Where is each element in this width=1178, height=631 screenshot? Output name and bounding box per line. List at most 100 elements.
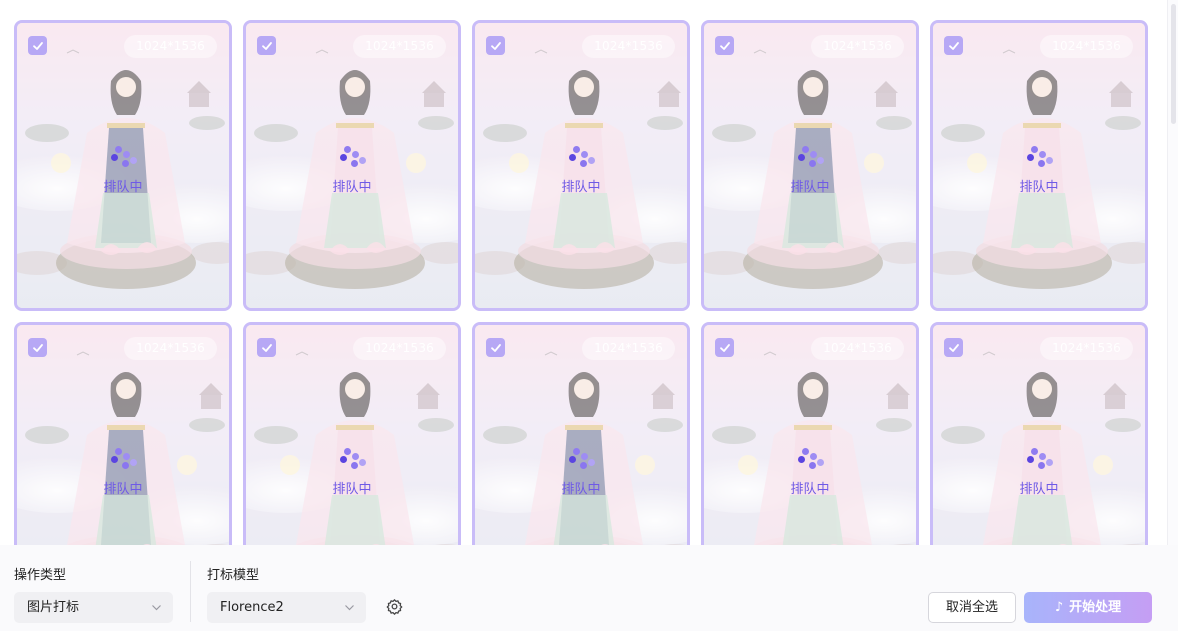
check-icon (490, 343, 501, 352)
loading-dots-icon (103, 144, 143, 174)
check-icon (948, 343, 959, 352)
image-size-badge: 1024*1536 (811, 35, 904, 58)
check-icon (32, 343, 43, 352)
card-overlay (246, 325, 458, 545)
check-icon (261, 343, 272, 352)
artwork-thumbnail (704, 23, 916, 308)
check-icon (32, 41, 43, 50)
gear-icon[interactable] (386, 598, 403, 615)
operation-type-select[interactable]: 图片打标 (14, 592, 173, 623)
artwork-thumbnail (17, 23, 229, 308)
image-card[interactable]: 1024*1536 排队中 (701, 322, 919, 545)
check-icon (948, 41, 959, 50)
image-card[interactable]: 1024*1536 排队中 (243, 322, 461, 545)
queue-status-label: 排队中 (1019, 180, 1059, 195)
image-card[interactable]: 1024*1536 排队中 (472, 322, 690, 545)
check-icon (261, 41, 272, 50)
queue-status-label: 排队中 (332, 180, 372, 195)
check-icon (719, 343, 730, 352)
queue-status: 排队中 (475, 144, 687, 195)
queue-status: 排队中 (246, 144, 458, 195)
select-checkbox[interactable] (944, 338, 963, 357)
select-checkbox[interactable] (257, 36, 276, 55)
artwork-thumbnail (246, 325, 458, 545)
select-checkbox[interactable] (944, 36, 963, 55)
select-checkbox[interactable] (486, 338, 505, 357)
queue-status-label: 排队中 (103, 180, 143, 195)
chevron-down-icon (345, 605, 354, 611)
card-overlay (704, 325, 916, 545)
artwork-thumbnail (704, 325, 916, 545)
loading-dots-icon (1019, 446, 1059, 476)
select-checkbox[interactable] (28, 338, 47, 357)
check-icon (719, 41, 730, 50)
image-size-badge: 1024*1536 (582, 337, 675, 360)
artwork-thumbnail (17, 325, 229, 545)
labeling-model-value: Florence2 (220, 600, 284, 615)
card-overlay (475, 325, 687, 545)
start-processing-button[interactable]: ♪ 开始处理 (1024, 592, 1152, 623)
artwork-thumbnail (933, 325, 1145, 545)
image-card[interactable]: 1024*1536 排队中 (930, 322, 1148, 545)
image-card[interactable]: 1024*1536 排队中 (472, 20, 690, 311)
select-checkbox[interactable] (715, 36, 734, 55)
queue-status: 排队中 (17, 144, 229, 195)
select-checkbox[interactable] (715, 338, 734, 357)
loading-dots-icon (561, 446, 601, 476)
loading-dots-icon (790, 446, 830, 476)
music-note-icon: ♪ (1054, 600, 1064, 615)
queue-status-label: 排队中 (790, 482, 830, 497)
image-size-badge: 1024*1536 (1040, 337, 1133, 360)
queue-status: 排队中 (933, 446, 1145, 497)
queue-status: 排队中 (475, 446, 687, 497)
image-size-badge: 1024*1536 (1040, 35, 1133, 58)
operation-type-value: 图片打标 (27, 600, 80, 615)
labeling-model-select[interactable]: Florence2 (207, 592, 366, 623)
queue-status: 排队中 (933, 144, 1145, 195)
labeling-model-label: 打标模型 (207, 568, 260, 583)
loading-dots-icon (561, 144, 601, 174)
loading-dots-icon (332, 144, 372, 174)
queue-status: 排队中 (704, 446, 916, 497)
card-overlay (17, 325, 229, 545)
select-checkbox[interactable] (257, 338, 276, 357)
queue-status-label: 排队中 (1019, 482, 1059, 497)
operation-type-label: 操作类型 (14, 568, 67, 583)
card-overlay (933, 325, 1145, 545)
scrollbar-thumb[interactable] (1171, 4, 1176, 124)
select-checkbox[interactable] (486, 36, 505, 55)
loading-dots-icon (103, 446, 143, 476)
queue-status-label: 排队中 (561, 180, 601, 195)
queue-status: 排队中 (246, 446, 458, 497)
vertical-scrollbar[interactable] (1167, 0, 1178, 545)
image-card[interactable]: 1024*1536 排队中 (14, 20, 232, 311)
artwork-thumbnail (933, 23, 1145, 308)
deselect-all-button[interactable]: 取消全选 (928, 592, 1016, 623)
queue-status-label: 排队中 (790, 180, 830, 195)
queue-status-label: 排队中 (332, 482, 372, 497)
image-card[interactable]: 1024*1536 排队中 (14, 322, 232, 545)
loading-dots-icon (1019, 144, 1059, 174)
queue-status: 排队中 (704, 144, 916, 195)
artwork-thumbnail (475, 325, 687, 545)
image-card[interactable]: 1024*1536 排队中 (930, 20, 1148, 311)
image-size-badge: 1024*1536 (124, 35, 217, 58)
queue-status-label: 排队中 (561, 482, 601, 497)
image-grid: 1024*1536 排队中 (14, 20, 1148, 545)
select-checkbox[interactable] (28, 36, 47, 55)
chevron-down-icon (152, 605, 161, 611)
loading-dots-icon (332, 446, 372, 476)
image-card[interactable]: 1024*1536 排队中 (243, 20, 461, 311)
queue-status-label: 排队中 (103, 482, 143, 497)
check-icon (490, 41, 501, 50)
image-size-badge: 1024*1536 (124, 337, 217, 360)
image-size-badge: 1024*1536 (582, 35, 675, 58)
toolbar-divider (190, 561, 191, 622)
start-processing-label: 开始处理 (1069, 600, 1122, 615)
image-size-badge: 1024*1536 (353, 35, 446, 58)
image-size-badge: 1024*1536 (811, 337, 904, 360)
loading-dots-icon (790, 144, 830, 174)
image-card[interactable]: 1024*1536 排队中 (701, 20, 919, 311)
queue-status: 排队中 (17, 446, 229, 497)
image-size-badge: 1024*1536 (353, 337, 446, 360)
